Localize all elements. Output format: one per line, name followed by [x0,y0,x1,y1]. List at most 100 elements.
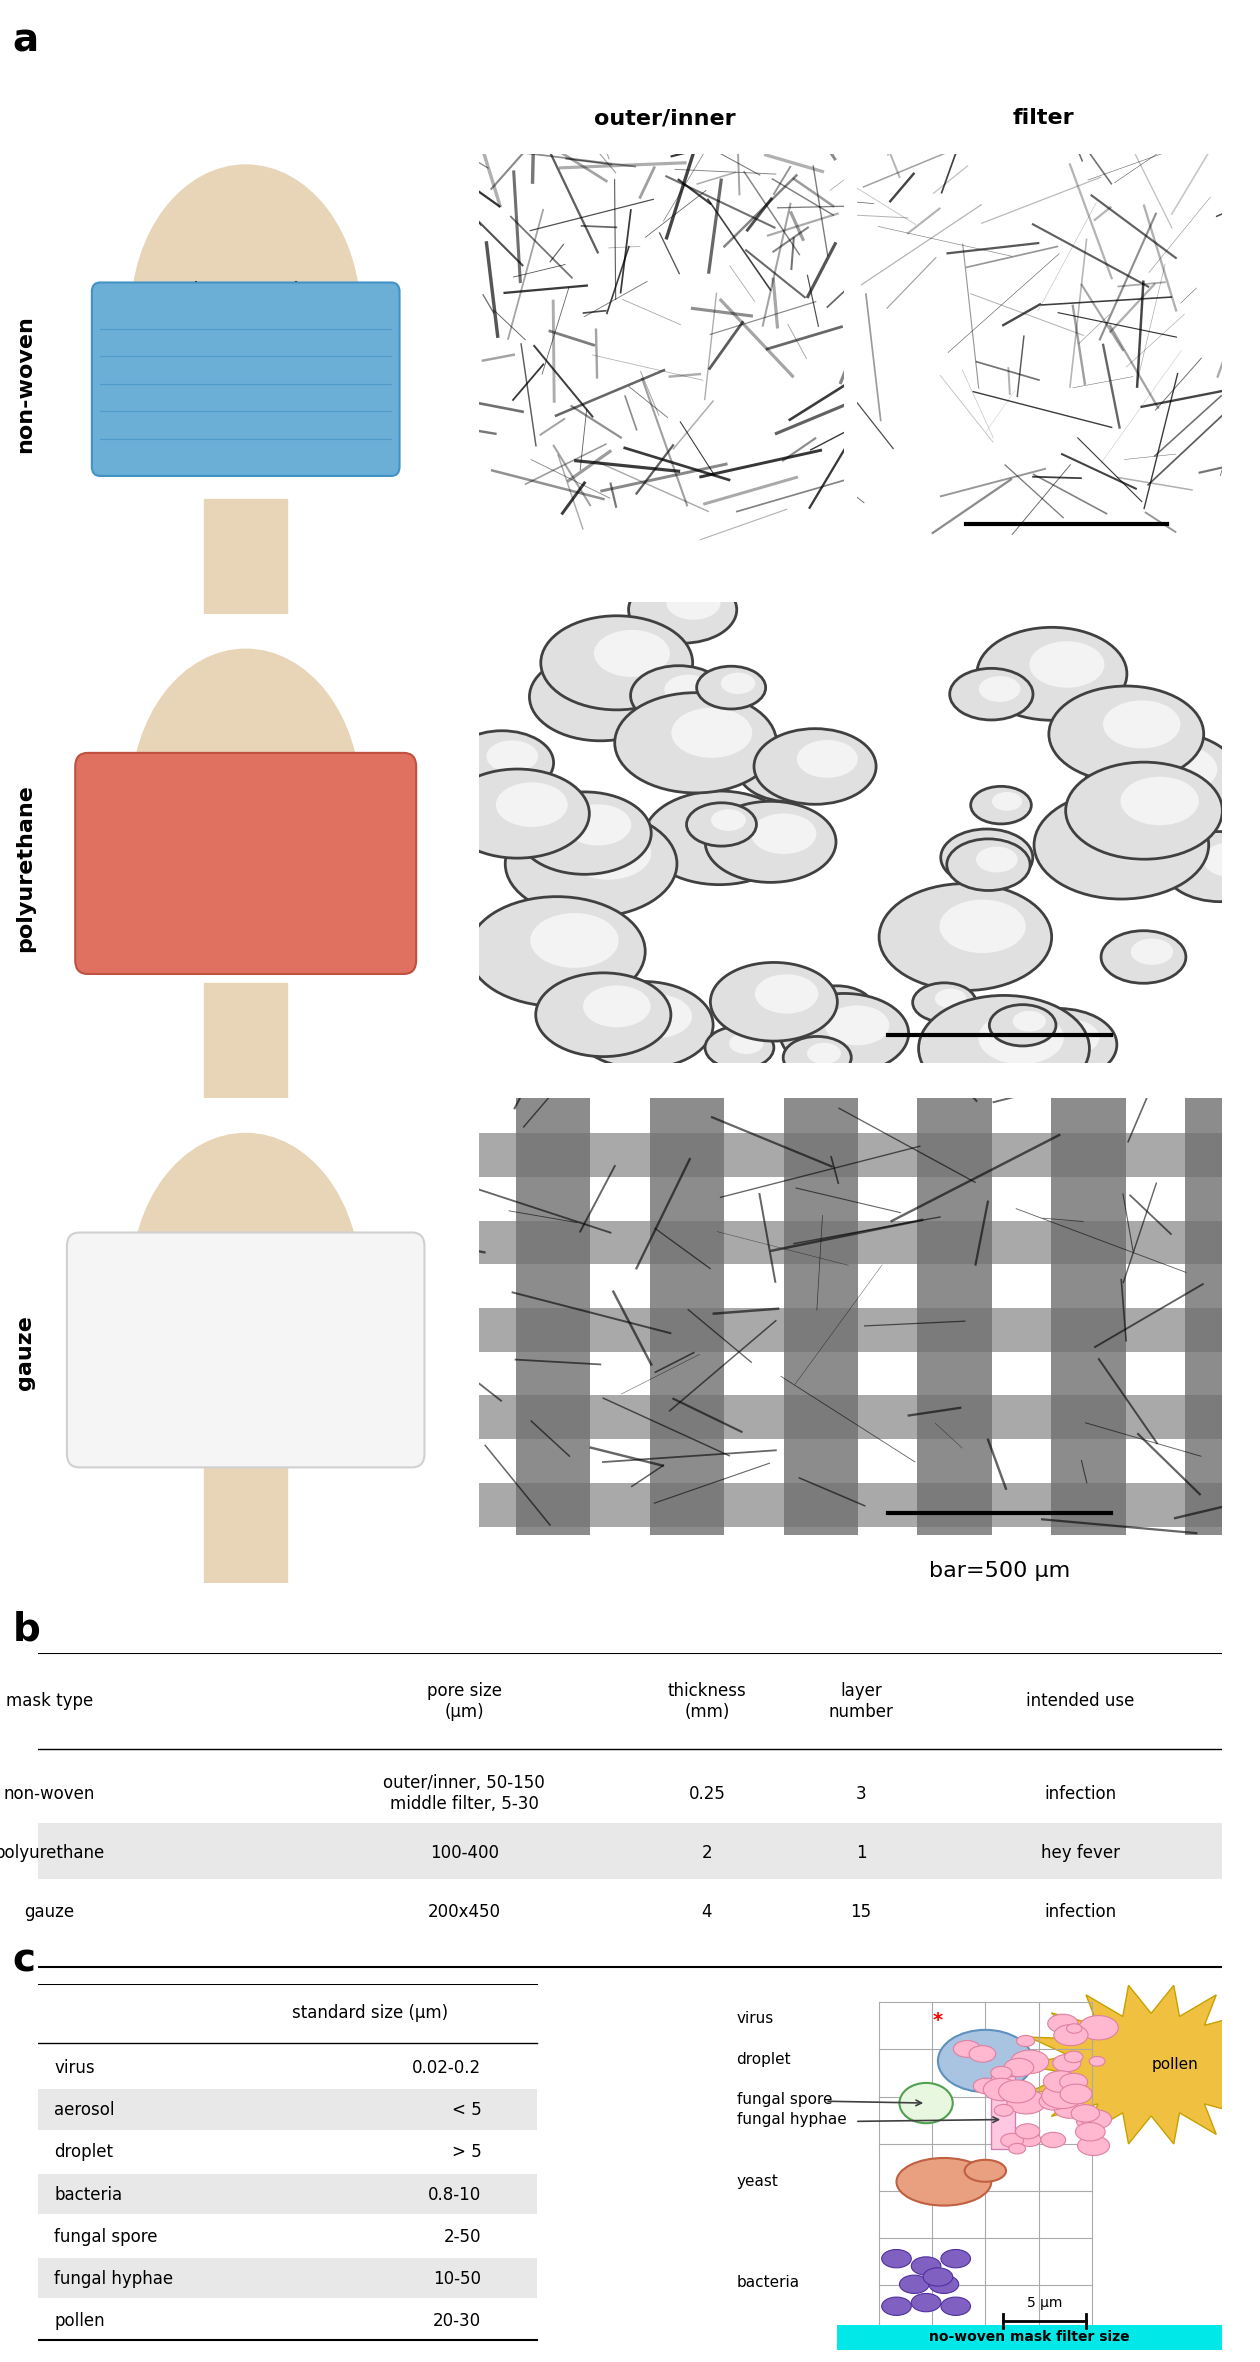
Circle shape [929,2275,959,2294]
Circle shape [711,961,838,1042]
Circle shape [1019,2133,1041,2147]
Bar [38,1883,1222,1937]
Circle shape [486,739,538,772]
Circle shape [1040,2093,1067,2109]
Bar [38,2048,537,2088]
Text: a: a [13,21,39,59]
Circle shape [825,1006,890,1046]
Text: pollen: pollen [54,2312,105,2329]
Text: 200x450: 200x450 [427,1904,500,1920]
Circle shape [1140,746,1217,794]
Circle shape [935,990,966,1009]
Circle shape [672,709,752,758]
Circle shape [1060,2074,1087,2090]
Circle shape [800,985,874,1032]
Bar [479,1134,1222,1176]
Text: 0.02-0.2: 0.02-0.2 [412,2060,481,2076]
Circle shape [505,810,677,916]
Text: filter: filter [1013,109,1075,128]
Text: fungal spore: fungal spore [54,2227,158,2246]
Circle shape [711,810,746,831]
Circle shape [496,782,568,827]
Circle shape [941,2298,970,2315]
Bar [204,1467,287,1583]
Circle shape [1053,2055,1081,2071]
Circle shape [1060,2083,1092,2105]
Bar [837,2324,1222,2350]
Text: 5 μm: 5 μm [1027,2296,1062,2310]
Circle shape [1029,640,1105,687]
Text: 0.25: 0.25 [688,1786,726,1802]
Text: bacteria: bacteria [54,2185,122,2204]
Circle shape [753,727,876,805]
Circle shape [924,2268,953,2286]
Circle shape [1101,931,1186,983]
Circle shape [1079,2015,1118,2041]
Circle shape [954,2041,980,2057]
Text: 10-50: 10-50 [433,2270,481,2289]
Circle shape [1076,2123,1105,2140]
Circle shape [775,746,828,779]
Text: *: * [932,2010,942,2031]
Circle shape [450,730,553,794]
Circle shape [911,2256,941,2275]
Circle shape [1130,938,1173,964]
Circle shape [1004,2057,1033,2076]
Text: hey fever: hey fever [1041,1845,1120,1861]
Bar [784,1098,858,1535]
Circle shape [530,914,619,968]
Bar [204,498,287,614]
FancyBboxPatch shape [76,753,416,973]
Circle shape [1033,1039,1065,1058]
Bar [1184,1098,1260,1535]
Circle shape [990,2067,1012,2079]
Bar [1051,1098,1125,1535]
Circle shape [1013,1011,1046,1032]
Circle shape [1034,791,1208,900]
Circle shape [976,628,1126,720]
Text: layer
number: layer number [829,1682,893,1720]
Circle shape [1066,763,1222,860]
Circle shape [1017,2036,1034,2045]
FancyBboxPatch shape [67,1233,425,1467]
Circle shape [1086,732,1240,827]
Circle shape [536,973,670,1056]
Circle shape [630,666,727,725]
Bar [38,2258,537,2298]
Circle shape [1066,2024,1082,2034]
Circle shape [1041,1020,1100,1056]
Circle shape [697,805,772,853]
Circle shape [1065,2050,1082,2062]
Circle shape [615,692,776,794]
Text: 0.8-10: 0.8-10 [428,2185,481,2204]
Text: c: c [13,1942,35,1979]
Circle shape [687,803,756,846]
Circle shape [970,787,1032,824]
Circle shape [1203,843,1260,876]
Circle shape [580,666,650,711]
Circle shape [629,576,737,642]
Text: droplet: droplet [54,2142,113,2161]
Text: gauze: gauze [25,1904,74,1920]
Circle shape [564,805,631,846]
Bar [479,1396,1222,1438]
Circle shape [1000,2133,1023,2147]
Circle shape [1048,2015,1077,2034]
Ellipse shape [131,165,360,465]
Bar [992,2076,1016,2149]
Circle shape [984,2083,1009,2097]
Circle shape [1077,2135,1110,2157]
Bar [650,1098,724,1535]
Text: 1: 1 [856,1845,867,1861]
Circle shape [667,586,721,619]
Circle shape [994,2105,1013,2116]
Ellipse shape [131,650,360,950]
Circle shape [950,668,1033,720]
Circle shape [573,983,713,1068]
Text: 4: 4 [702,1904,712,1920]
Text: non-woven: non-woven [4,1786,96,1802]
Text: outer/inner: outer/inner [593,109,736,128]
Text: virus: virus [54,2060,94,2076]
Text: > 5: > 5 [451,2142,481,2161]
Circle shape [644,791,795,886]
